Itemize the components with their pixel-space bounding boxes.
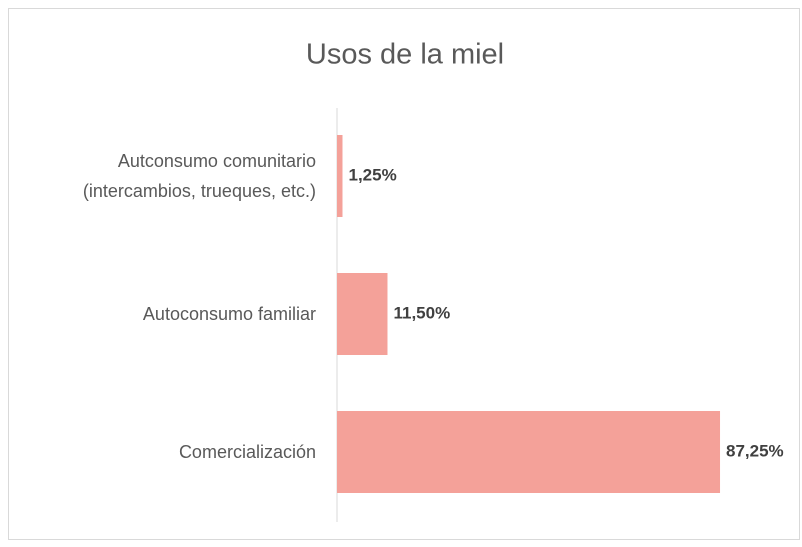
bar [337,135,343,217]
data-label: 87,25% [726,441,784,460]
chart-title: Usos de la miel [306,39,504,71]
data-label: 11,50% [393,303,450,322]
bar [337,273,388,355]
y-tick-label: Autconsumo comunitario (intercambios, tr… [82,151,316,201]
data-label: 1,25% [348,165,396,184]
y-tick-label: Comercialización [178,442,316,462]
bar [337,411,721,493]
y-tick-label: Autoconsumo familiar [142,304,316,324]
